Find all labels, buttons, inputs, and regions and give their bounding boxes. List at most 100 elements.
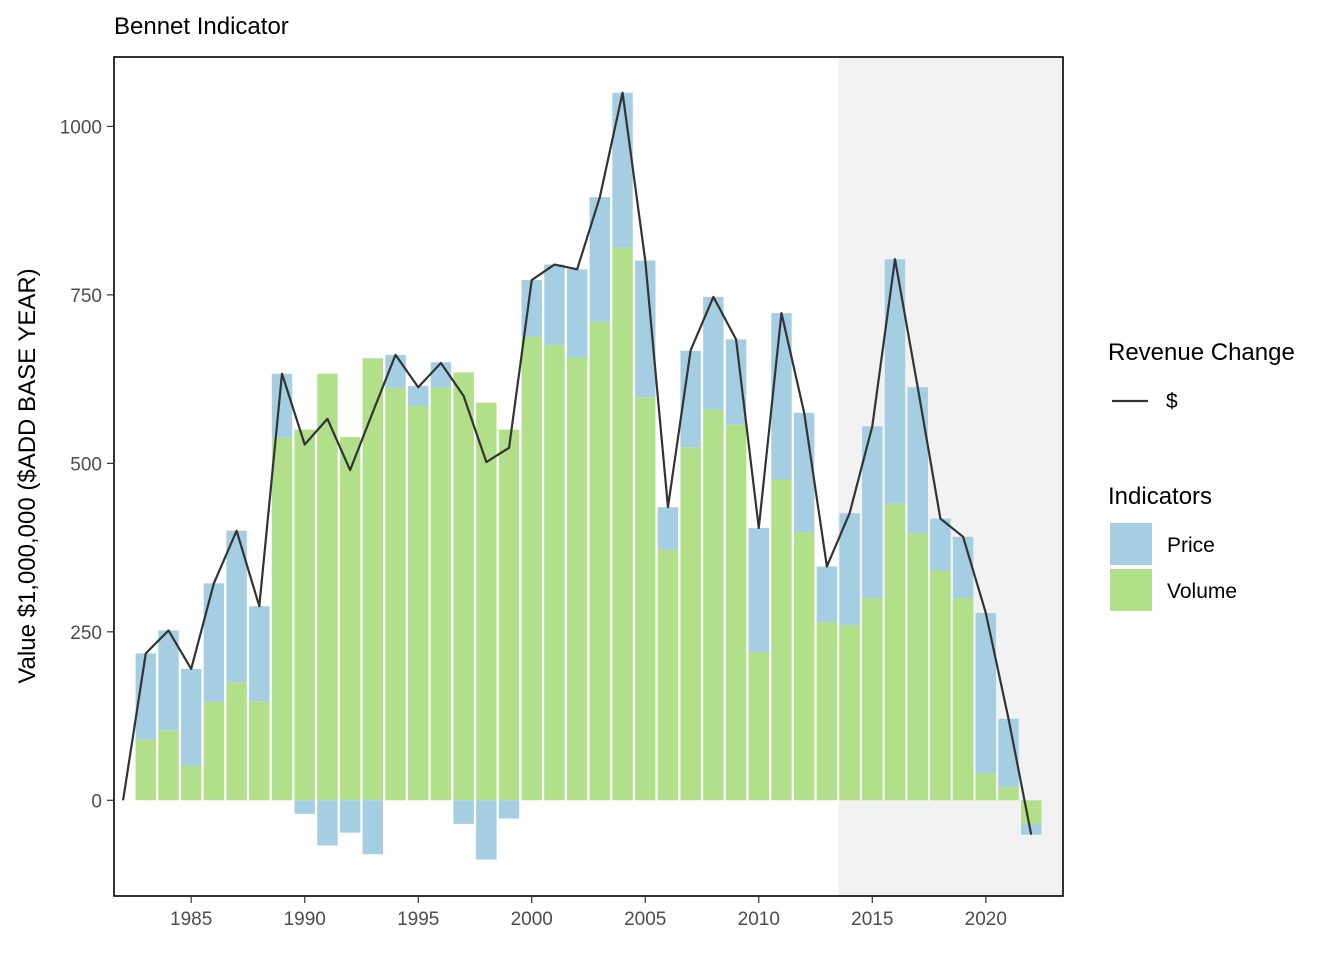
bar-price-2019 (952, 536, 974, 599)
line-layer (121, 91, 1033, 835)
bar-price-2017 (907, 387, 928, 534)
bar-price-1987 (226, 530, 247, 683)
bar-price-2007 (680, 350, 701, 448)
bar-volume-1996 (430, 387, 452, 801)
bar-price-2016 (884, 259, 906, 504)
bar-price-2008 (703, 296, 724, 410)
bar-volume-2003 (589, 321, 611, 801)
bar-volume-2005 (635, 397, 656, 801)
bar-price-2009 (725, 339, 747, 425)
bar-volume-2021 (998, 786, 1019, 801)
bar-price-1998 (476, 800, 497, 860)
x-tick-label-2015: 2015 (851, 909, 893, 930)
legend-title-indicators: Indicators (1108, 483, 1212, 510)
bar-volume-2010 (748, 652, 769, 801)
plot-frame (113, 56, 1064, 897)
bar-volume-2011 (771, 479, 792, 801)
bar-price-2018 (930, 518, 951, 571)
y-axis-title: Value $1,000,000 ($ADD BASE YEAR) (14, 268, 41, 683)
bar-volume-1992 (339, 437, 361, 801)
bar-price-1993 (362, 800, 384, 855)
bar-volume-1993 (362, 358, 384, 801)
bar-price-2021 (998, 718, 1019, 787)
legend-label-volume: Volume (1167, 580, 1237, 603)
bar-price-2003 (589, 197, 611, 322)
bar-price-2006 (657, 507, 679, 550)
legend: Revenue Change $ Indicators Price Volume (1108, 339, 1295, 611)
bar-volume-2008 (703, 409, 724, 801)
bar-price-2001 (544, 264, 565, 345)
x-tick-label-2010: 2010 (738, 909, 780, 930)
bar-volume-1997 (453, 372, 474, 801)
bar-volume-1998 (476, 402, 497, 801)
bar-volume-2012 (793, 532, 815, 801)
bar-volume-1985 (180, 765, 202, 801)
legend-label-price: Price (1167, 534, 1215, 557)
bar-price-2002 (566, 269, 588, 358)
bar-volume-2007 (680, 447, 701, 801)
bar-price-1999 (498, 800, 520, 819)
y-tick-label-1000: 1000 (60, 117, 102, 138)
bar-volume-2004 (612, 247, 633, 801)
bar-price-2005 (635, 260, 656, 398)
bar-volume-1989 (271, 437, 293, 801)
bar-volume-2013 (816, 622, 838, 801)
x-tick-label-1995: 1995 (397, 909, 439, 930)
x-tick-label-1990: 1990 (284, 909, 326, 930)
x-tick-label-1985: 1985 (170, 909, 212, 930)
bar-price-1986 (203, 583, 225, 702)
bars-layer (135, 92, 1042, 860)
bar-price-1992 (339, 800, 361, 833)
bar-price-1995 (408, 385, 429, 407)
bar-price-1984 (158, 630, 179, 731)
y-tick-label-750: 750 (70, 286, 102, 307)
bar-price-1991 (317, 800, 338, 846)
bar-price-2020 (975, 612, 997, 774)
bar-price-2004 (612, 92, 633, 248)
bar-volume-1986 (203, 701, 225, 801)
bar-price-1985 (180, 668, 202, 766)
bar-price-2014 (839, 513, 860, 626)
bar-volume-2002 (566, 357, 588, 801)
y-tick-label-250: 250 (70, 623, 102, 644)
bar-price-1988 (249, 606, 270, 702)
bar-volume-2018 (930, 570, 951, 801)
bar-volume-1987 (226, 682, 247, 801)
y-axis: 0 250 500 750 1000 (60, 117, 114, 812)
revenue-change-line (121, 91, 1033, 835)
bar-volume-1984 (158, 730, 179, 801)
bar-price-2011 (771, 313, 792, 480)
bar-price-2013 (816, 566, 838, 623)
bar-volume-1983 (135, 739, 157, 801)
plot-border (113, 56, 1064, 897)
legend-title-revenue-change: Revenue Change (1108, 339, 1295, 366)
bar-volume-2001 (544, 344, 565, 801)
bar-volume-2000 (521, 336, 542, 801)
legend-swatch-price (1110, 523, 1152, 565)
y-tick-label-0: 0 (91, 791, 102, 812)
bar-volume-2015 (862, 598, 883, 801)
bar-volume-2017 (907, 533, 928, 801)
bar-volume-1995 (408, 406, 429, 801)
bar-volume-2020 (975, 773, 997, 801)
x-tick-label-2005: 2005 (624, 909, 666, 930)
bar-price-1997 (453, 800, 474, 824)
bar-volume-2006 (657, 549, 679, 801)
x-tick-label-2020: 2020 (965, 909, 1007, 930)
bar-volume-1991 (317, 373, 338, 801)
bar-volume-1999 (498, 429, 520, 801)
bar-volume-2019 (952, 598, 974, 801)
bar-price-2012 (793, 412, 815, 533)
bar-volume-1994 (385, 387, 406, 801)
legend-swatch-volume (1110, 569, 1152, 611)
x-axis: 1985 1990 1995 2000 2005 2010 2015 2020 (170, 896, 1007, 930)
bar-price-2015 (862, 426, 883, 599)
bar-volume-2014 (839, 625, 860, 801)
x-tick-label-2000: 2000 (511, 909, 553, 930)
y-tick-label-500: 500 (70, 454, 102, 475)
bar-price-1983 (135, 653, 157, 740)
chart-title: Bennet Indicator (114, 13, 289, 40)
bar-volume-2009 (725, 424, 747, 801)
